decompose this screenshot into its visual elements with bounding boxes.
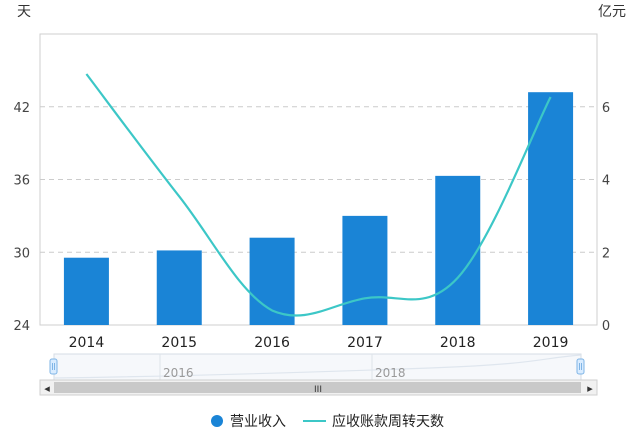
line-point-2016[interactable] — [270, 308, 274, 312]
x-tick-label: 2017 — [347, 335, 383, 351]
slider-preview-line — [53, 354, 582, 379]
slider-left-handle[interactable] — [49, 358, 58, 375]
right-axis-ticks: 0 2 4 6 — [602, 101, 610, 334]
x-tick-label: 2019 — [533, 335, 569, 351]
x-tick-label: 2016 — [254, 335, 290, 351]
line-point-2019[interactable] — [549, 95, 553, 99]
left-tick-label: 42 — [13, 101, 30, 116]
legend-marker-revenue — [211, 415, 223, 427]
turnover-days-line[interactable] — [85, 73, 552, 317]
right-tick-label: 0 — [602, 319, 610, 334]
slider-right-handle[interactable] — [576, 358, 585, 375]
legend-item-revenue[interactable]: 营业收入 — [211, 414, 286, 430]
bar-2017[interactable] — [342, 215, 388, 325]
scroll-left-arrow-icon[interactable]: ◂ — [44, 382, 50, 395]
legend-item-turnover-days[interactable]: 应收账款周转天数 — [303, 413, 444, 430]
drag-handle-icon[interactable] — [49, 358, 58, 375]
left-tick-label: 24 — [13, 319, 30, 334]
line-point-2018[interactable] — [456, 276, 460, 280]
left-axis-unit: 天 — [17, 4, 31, 20]
slider-tick-2018: 2018 — [375, 366, 406, 380]
scrollbar-grip-icon: III — [314, 385, 322, 395]
legend: 营业收入 应收账款周转天数 — [211, 413, 444, 430]
bar-2015[interactable] — [156, 250, 202, 325]
left-tick-label: 36 — [13, 174, 30, 189]
slider-track[interactable] — [53, 353, 582, 381]
legend-label-turnover-days: 应收账款周转天数 — [332, 413, 444, 430]
line-point-2017[interactable] — [363, 296, 367, 300]
right-tick-label: 6 — [602, 101, 610, 116]
left-tick-label: 30 — [13, 246, 30, 261]
drag-handle-icon[interactable] — [576, 358, 585, 375]
revenue-bars[interactable] — [63, 92, 574, 325]
line-point-2014[interactable] — [84, 72, 88, 76]
left-axis-ticks: 24 30 36 42 — [13, 101, 30, 334]
scrollbar-thumb[interactable] — [54, 382, 581, 393]
x-tick-label: 2014 — [69, 335, 105, 351]
right-axis-unit: 亿元 — [598, 4, 626, 20]
x-axis-ticks: 2014 2015 2016 2017 2018 2019 — [69, 335, 569, 351]
legend-label-revenue: 营业收入 — [230, 414, 286, 430]
data-zoom-slider[interactable]: 2016 2018 ◂ ▸ III — [39, 353, 598, 396]
line-point-2015[interactable] — [177, 194, 181, 198]
bar-2018[interactable] — [435, 175, 481, 325]
bar-2019[interactable] — [528, 92, 574, 325]
turnover-days-line-layer[interactable] — [84, 72, 553, 317]
right-tick-label: 4 — [602, 174, 610, 189]
right-tick-label: 2 — [602, 246, 610, 261]
slider-tick-2016: 2016 — [163, 366, 194, 380]
bar-2014[interactable] — [63, 257, 109, 325]
x-tick-label: 2015 — [161, 335, 197, 351]
scroll-right-arrow-icon[interactable]: ▸ — [587, 382, 593, 395]
x-tick-label: 2018 — [440, 335, 476, 351]
grid-lines — [40, 106, 597, 253]
